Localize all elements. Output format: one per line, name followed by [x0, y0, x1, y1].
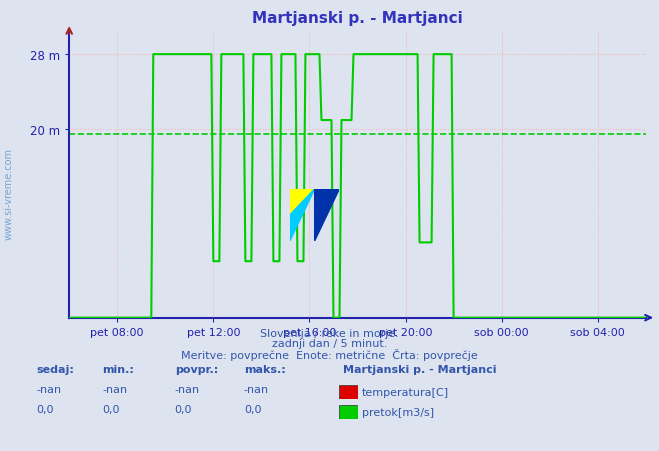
Text: -nan: -nan [102, 384, 127, 394]
Text: sedaj:: sedaj: [36, 364, 74, 374]
Title: Martjanski p. - Martjanci: Martjanski p. - Martjanci [252, 11, 463, 26]
Text: -nan: -nan [36, 384, 61, 394]
Text: 0,0: 0,0 [102, 404, 120, 414]
Text: 0,0: 0,0 [36, 404, 54, 414]
Text: 0,0: 0,0 [244, 404, 262, 414]
Text: povpr.:: povpr.: [175, 364, 218, 374]
Polygon shape [290, 189, 315, 241]
Text: min.:: min.: [102, 364, 134, 374]
Text: zadnji dan / 5 minut.: zadnji dan / 5 minut. [272, 338, 387, 348]
Polygon shape [290, 189, 315, 215]
Text: 0,0: 0,0 [175, 404, 192, 414]
Text: -nan: -nan [175, 384, 200, 394]
Text: temperatura[C]: temperatura[C] [362, 387, 449, 397]
Polygon shape [315, 189, 339, 241]
Text: Slovenija / reke in morje.: Slovenija / reke in morje. [260, 328, 399, 338]
Text: maks.:: maks.: [244, 364, 285, 374]
Text: -nan: -nan [244, 384, 269, 394]
Text: Martjanski p. - Martjanci: Martjanski p. - Martjanci [343, 364, 496, 374]
Text: pretok[m3/s]: pretok[m3/s] [362, 407, 434, 417]
Text: Meritve: povprečne  Enote: metrične  Črta: povprečje: Meritve: povprečne Enote: metrične Črta:… [181, 348, 478, 360]
Text: www.si-vreme.com: www.si-vreme.com [3, 148, 14, 240]
